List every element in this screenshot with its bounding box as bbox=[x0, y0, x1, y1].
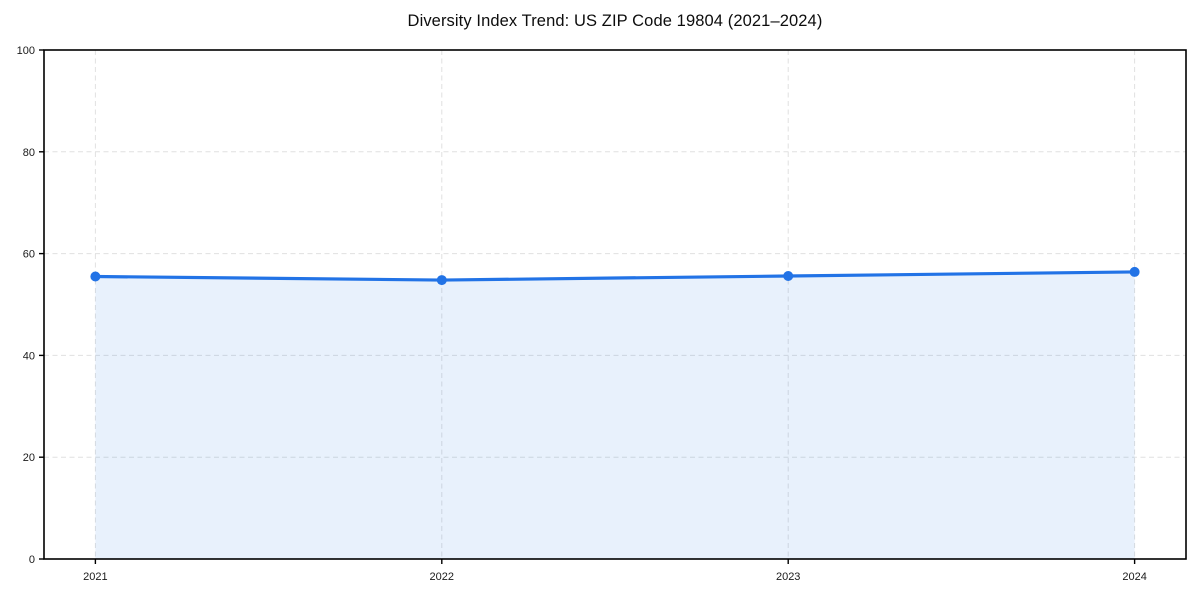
data-point bbox=[436, 275, 447, 286]
x-axis: 2021 2022 2023 2024 bbox=[83, 559, 1147, 583]
data-point bbox=[783, 270, 794, 281]
y-tick-label: 0 bbox=[29, 554, 35, 566]
data-point bbox=[90, 271, 101, 282]
chart-title: Diversity Index Trend: US ZIP Code 19804… bbox=[407, 12, 823, 30]
plot-border bbox=[43, 49, 1187, 560]
area-fill bbox=[95, 271, 1135, 559]
data-point-markers bbox=[90, 266, 1140, 286]
y-axis: 0 20 40 60 80 100 bbox=[17, 45, 44, 566]
x-tick-label: 2022 bbox=[430, 571, 454, 583]
y-tick-label: 60 bbox=[23, 249, 35, 261]
trend-line bbox=[93, 270, 1137, 282]
y-tick-label: 80 bbox=[23, 147, 35, 159]
x-tick-label: 2021 bbox=[83, 571, 107, 583]
x-tick-label: 2023 bbox=[776, 571, 800, 583]
y-tick-label: 20 bbox=[23, 452, 35, 464]
y-tick-label: 40 bbox=[23, 350, 35, 362]
data-point bbox=[1129, 266, 1140, 277]
y-tick-label: 100 bbox=[17, 45, 35, 57]
x-tick-label: 2024 bbox=[1122, 571, 1146, 583]
